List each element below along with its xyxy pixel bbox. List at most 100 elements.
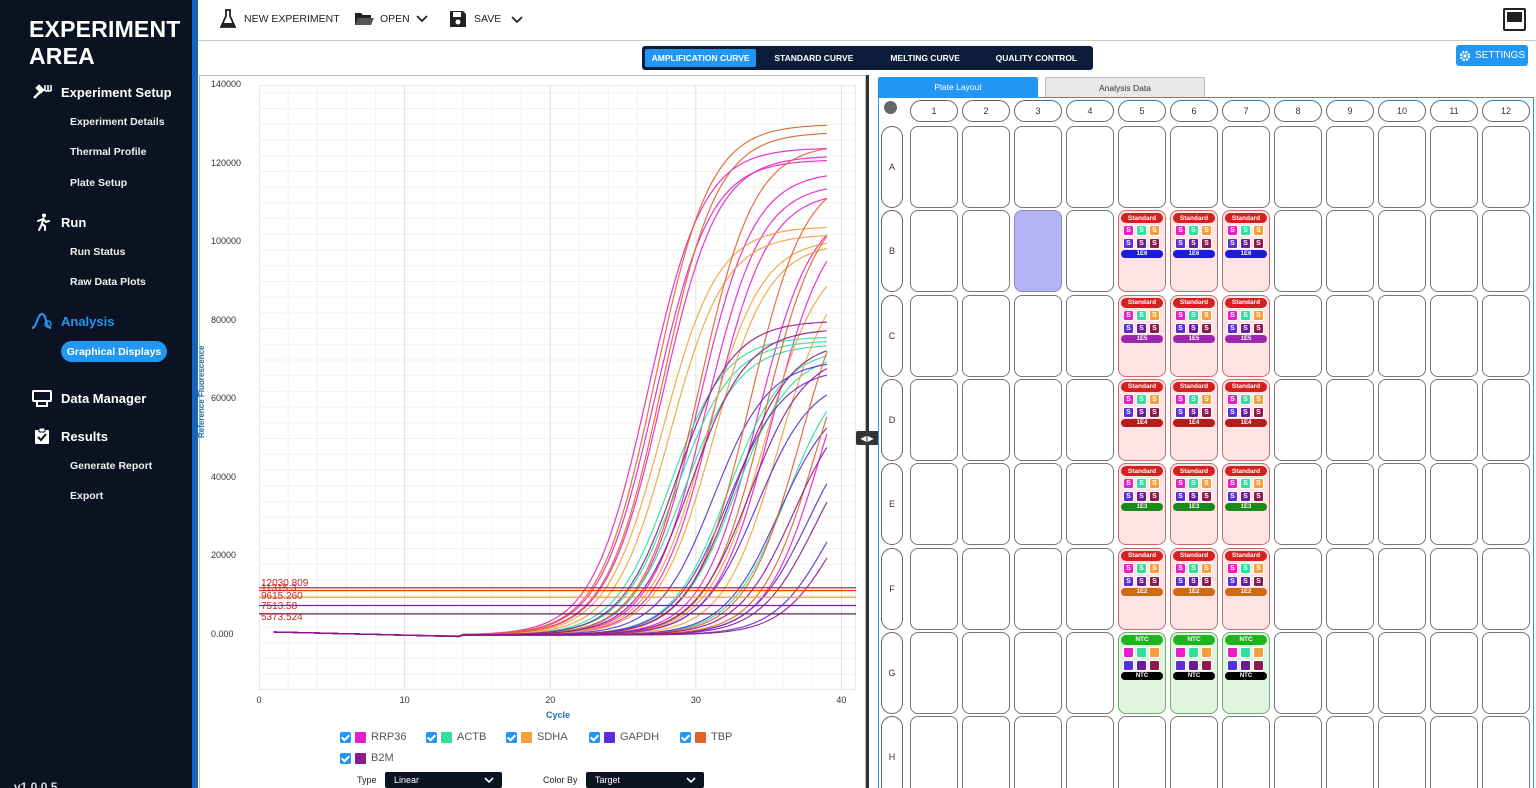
plate-well-e7[interactable]: Standard S S S S S S 1E3 <box>1222 463 1270 546</box>
plate-well-h6[interactable] <box>1170 716 1218 788</box>
plate-well-d12[interactable] <box>1482 378 1530 461</box>
plate-well-e6[interactable]: Standard S S S S S S 1E3 <box>1170 463 1218 546</box>
plate-well-g12[interactable] <box>1482 631 1530 714</box>
plate-well-a4[interactable] <box>1066 126 1114 208</box>
plate-well-c6[interactable]: Standard S S S S S S 1E5 <box>1170 294 1218 377</box>
row-header-c[interactable]: C <box>881 294 903 377</box>
plate-well-a3[interactable] <box>1014 126 1062 208</box>
column-header-7[interactable]: 7 <box>1222 100 1270 122</box>
sidebar-section-results[interactable]: Results <box>30 426 108 446</box>
legend-checkbox[interactable] <box>680 731 691 743</box>
plate-well-d2[interactable] <box>962 378 1010 461</box>
tab-quality-control[interactable]: QUALITY CONTROL <box>995 53 1078 63</box>
plate-well-g10[interactable] <box>1378 631 1426 714</box>
plate-well-d6[interactable]: Standard S S S S S S 1E4 <box>1170 378 1218 461</box>
legend-item-b2m[interactable]: B2M <box>340 752 394 764</box>
plate-well-f12[interactable] <box>1482 547 1530 630</box>
legend-checkbox[interactable] <box>506 731 517 743</box>
sidebar-item-graphical-displays[interactable]: Graphical Displays <box>61 341 167 362</box>
sidebar-item-thermal-profile[interactable]: Thermal Profile <box>70 146 147 158</box>
plate-well-f11[interactable] <box>1430 547 1478 630</box>
plate-well-e8[interactable] <box>1274 463 1322 546</box>
legend-checkbox[interactable] <box>340 731 351 743</box>
plate-well-g4[interactable] <box>1066 631 1114 714</box>
sidebar-section-data-manager[interactable]: Data Manager <box>30 388 146 408</box>
row-header-e[interactable]: E <box>881 463 903 546</box>
plate-well-c1[interactable] <box>910 294 958 377</box>
plate-well-e3[interactable] <box>1014 463 1062 546</box>
new-experiment-button[interactable]: NEW EXPERIMENT <box>218 9 340 29</box>
plate-well-d8[interactable] <box>1274 378 1322 461</box>
settings-button[interactable]: SETTINGS <box>1456 45 1528 66</box>
plate-well-b8[interactable] <box>1274 210 1322 293</box>
plate-well-a5[interactable] <box>1118 126 1166 208</box>
plate-well-a9[interactable] <box>1326 126 1374 208</box>
plate-well-b4[interactable] <box>1066 210 1114 293</box>
plate-well-f7[interactable]: Standard S S S S S S 1E2 <box>1222 547 1270 630</box>
open-button[interactable]: OPEN <box>354 9 429 29</box>
legend-item-rrp36[interactable]: RRP36 <box>340 731 406 743</box>
column-header-1[interactable]: 1 <box>910 100 958 122</box>
sidebar-section-experiment-setup[interactable]: Experiment Setup <box>30 82 172 102</box>
plate-well-b1[interactable] <box>910 210 958 293</box>
legend-checkbox[interactable] <box>340 752 351 764</box>
plate-well-h5[interactable] <box>1118 716 1166 788</box>
plate-well-e5[interactable]: Standard S S S S S S 1E3 <box>1118 463 1166 546</box>
plate-well-f3[interactable] <box>1014 547 1062 630</box>
tab-standard-curve[interactable]: STANDARD CURVE <box>774 53 854 63</box>
plate-well-h1[interactable] <box>910 716 958 788</box>
sidebar-section-analysis[interactable]: Analysis <box>30 311 114 331</box>
plate-well-c7[interactable]: Standard S S S S S S 1E5 <box>1222 294 1270 377</box>
plate-well-c8[interactable] <box>1274 294 1322 377</box>
plate-well-h8[interactable] <box>1274 716 1322 788</box>
plate-well-a1[interactable] <box>910 126 958 208</box>
plate-well-e2[interactable] <box>962 463 1010 546</box>
plate-well-d7[interactable]: Standard S S S S S S 1E4 <box>1222 378 1270 461</box>
plate-well-a10[interactable] <box>1378 126 1426 208</box>
plate-well-c5[interactable]: Standard S S S S S S 1E5 <box>1118 294 1166 377</box>
column-header-2[interactable]: 2 <box>962 100 1010 122</box>
column-header-4[interactable]: 4 <box>1066 100 1114 122</box>
column-header-3[interactable]: 3 <box>1014 100 1062 122</box>
column-header-12[interactable]: 12 <box>1482 100 1530 122</box>
plate-well-d9[interactable] <box>1326 378 1374 461</box>
plate-well-d3[interactable] <box>1014 378 1062 461</box>
plate-well-a6[interactable] <box>1170 126 1218 208</box>
row-header-b[interactable]: B <box>881 210 903 293</box>
legend-item-sdha[interactable]: SDHA <box>506 731 568 743</box>
plate-well-g2[interactable] <box>962 631 1010 714</box>
plate-well-f1[interactable] <box>910 547 958 630</box>
plate-well-g9[interactable] <box>1326 631 1374 714</box>
column-header-8[interactable]: 8 <box>1274 100 1322 122</box>
save-dropdown-chevron-icon[interactable] <box>510 13 524 27</box>
sidebar-item-generate-report[interactable]: Generate Report <box>70 460 153 472</box>
plate-well-f8[interactable] <box>1274 547 1322 630</box>
plate-well-d5[interactable]: Standard S S S S S S 1E4 <box>1118 378 1166 461</box>
plate-well-b12[interactable] <box>1482 210 1530 293</box>
plate-well-a8[interactable] <box>1274 126 1322 208</box>
plate-well-h10[interactable] <box>1378 716 1426 788</box>
plate-well-h2[interactable] <box>962 716 1010 788</box>
plate-well-a12[interactable] <box>1482 126 1530 208</box>
panel-layout-icon[interactable] <box>1503 8 1526 31</box>
column-header-9[interactable]: 9 <box>1326 100 1374 122</box>
type-dropdown[interactable]: Linear <box>385 772 502 788</box>
plate-well-b5[interactable]: Standard S S S S S S 1E6 <box>1118 210 1166 293</box>
plate-well-b2[interactable] <box>962 210 1010 293</box>
plate-well-b7[interactable]: Standard S S S S S S 1E6 <box>1222 210 1270 293</box>
plate-well-c2[interactable] <box>962 294 1010 377</box>
plate-well-f6[interactable]: Standard S S S S S S 1E2 <box>1170 547 1218 630</box>
sidebar-item-raw-data-plots[interactable]: Raw Data Plots <box>70 276 146 288</box>
plate-well-g11[interactable] <box>1430 631 1478 714</box>
plate-well-h11[interactable] <box>1430 716 1478 788</box>
plate-well-e1[interactable] <box>910 463 958 546</box>
plate-well-f10[interactable] <box>1378 547 1426 630</box>
plate-well-c10[interactable] <box>1378 294 1426 377</box>
row-header-d[interactable]: D <box>881 378 903 461</box>
plate-well-b9[interactable] <box>1326 210 1374 293</box>
plate-well-g7[interactable]: NTC NTC <box>1222 631 1270 714</box>
plate-well-h4[interactable] <box>1066 716 1114 788</box>
splitter-handle-icon[interactable]: ◀▶ <box>856 431 879 445</box>
plate-well-a7[interactable] <box>1222 126 1270 208</box>
save-button[interactable]: SAVE <box>448 9 501 29</box>
